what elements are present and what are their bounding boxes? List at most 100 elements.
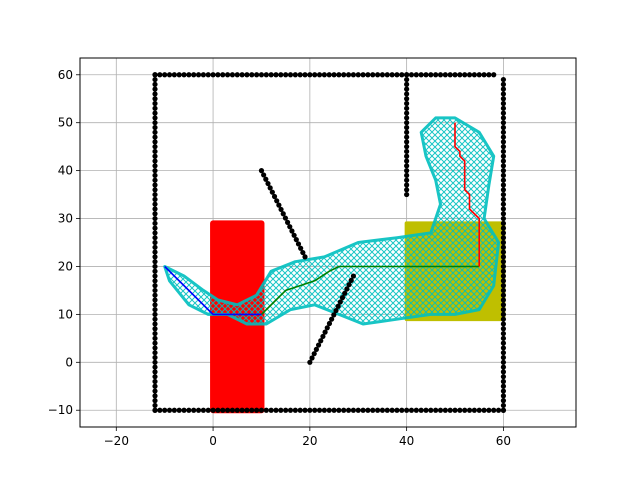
obstacle-point [152,330,158,337]
obstacle-point [249,72,255,78]
obstacle-point [471,72,477,78]
y-tick-label: 0 [65,355,73,369]
obstacle-point [282,215,289,221]
obstacle-point [152,211,158,217]
obstacle-point [152,201,158,207]
obstacle-point [335,303,341,309]
obstacle-point [442,72,448,78]
obstacle-point [152,306,158,313]
obstacle-point [239,72,245,78]
obstacle-point [331,312,337,318]
obstacle-point [375,72,381,78]
obstacle-point [152,172,158,179]
obstacle-point [152,100,158,107]
obstacle-point [500,407,507,413]
obstacle-point [152,206,158,212]
obstacle-point [152,158,158,164]
obstacle-point [404,168,410,174]
obstacle-point [295,241,302,247]
obstacle-point [268,407,274,413]
obstacle-point [312,72,318,78]
obstacle-point [302,72,308,78]
obstacle-point [267,185,273,191]
obstacle-point [500,263,507,270]
obstacle-point [166,407,173,413]
obstacle-point [278,407,284,413]
x-tick-label: 40 [399,434,414,448]
obstacle-point [418,72,424,78]
obstacle-point [152,115,158,121]
obstacle-point [418,407,424,413]
obstacle-point [152,81,158,87]
obstacle-point [152,278,158,284]
obstacle-point [476,407,482,413]
obstacle-point [404,153,410,159]
obstacle-point [152,369,158,375]
obstacle-point [500,354,507,361]
obstacle-point [500,278,507,284]
obstacle-point [152,254,158,260]
obstacle-point [413,407,419,413]
obstacle-point [152,124,158,131]
obstacle-point [500,168,507,174]
obstacle-point [500,316,507,322]
obstacle-point [404,110,410,116]
obstacle-point [320,333,326,340]
obstacle-point [500,96,507,102]
obstacle-point [500,129,507,135]
obstacle-point [404,86,410,92]
obstacle-point [337,299,343,305]
obstacle-point [152,283,158,289]
obstacle-point [500,311,507,317]
obstacle-point [166,72,173,78]
obstacle-point [399,72,405,78]
obstacle-point [500,273,507,279]
path-connecting [260,265,480,315]
obstacle-point [176,407,182,413]
obstacle-point [307,72,313,78]
obstacle-point [152,72,158,78]
obstacle-point [404,129,410,135]
axis-ticks: −20 0 20 40 60 −10 0 10 20 30 40 50 60 [48,68,511,448]
obstacle-point [152,345,158,351]
obstacle-point [263,407,269,413]
obstacle-point [423,72,429,78]
obstacle-point [423,407,429,413]
obstacle-point [205,72,211,78]
obstacle-point [404,158,410,164]
obstacle-point [191,72,197,78]
obstacle-point [500,76,507,83]
obstacle-point [481,407,487,413]
obstacle-point [365,407,371,413]
obstacle-point [276,202,282,208]
obstacle-point [500,259,507,265]
obstacle-point [152,354,158,361]
obstacle-point [284,219,291,225]
obstacle-point [500,335,507,341]
obstacle-point [287,72,294,78]
obstacle-point [365,72,371,78]
obstacle-point [452,72,458,78]
obstacle-point [152,187,158,193]
obstacle-point [229,407,236,413]
obstacle-point [433,72,439,78]
obstacle-point [162,407,168,413]
obstacle-point [326,407,332,413]
obstacle-point [404,120,410,126]
obstacle-point [500,393,507,399]
obstacle-point [500,215,507,222]
obstacle-point [457,72,463,78]
obstacle-point [234,72,240,78]
obstacle-point [500,163,507,169]
x-tick-label: 60 [496,434,511,448]
obstacle-point [152,86,158,92]
obstacle-point [404,144,410,150]
obstacle-point [244,407,250,413]
obstacle-point [413,72,419,78]
obstacle-point [389,72,395,78]
obstacle-point [258,407,265,413]
obstacle-point [152,105,158,111]
obstacle-point [500,144,507,150]
obstacle-point [249,407,255,413]
obstacle-point [500,330,507,337]
